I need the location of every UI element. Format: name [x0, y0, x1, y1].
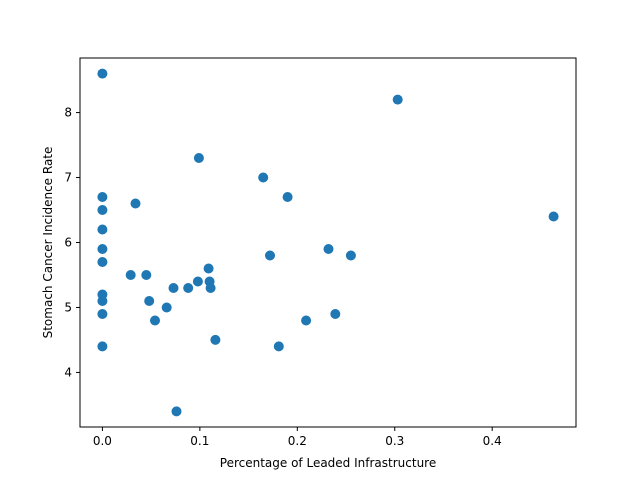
- data-point: [171, 406, 182, 417]
- data-point: [144, 296, 155, 306]
- data-point: [205, 283, 216, 293]
- x-axis-label: Percentage of Leaded Infrastructure: [220, 456, 436, 470]
- y-axis-label: Stomach Cancer Incidence Rate: [41, 147, 55, 339]
- data-point: [258, 172, 269, 183]
- x-tick-label: 0.2: [288, 434, 307, 448]
- y-tick-label: 8: [64, 106, 72, 120]
- data-point: [192, 276, 203, 287]
- x-tick-label: 0.4: [483, 434, 502, 448]
- data-point: [265, 250, 275, 261]
- data-point: [345, 250, 356, 261]
- data-point: [130, 198, 141, 209]
- data-point: [273, 341, 284, 352]
- data-point: [97, 341, 108, 352]
- data-point: [97, 68, 108, 79]
- y-tick-label: 4: [64, 365, 72, 379]
- data-point: [168, 283, 179, 293]
- x-tick-label: 0.0: [93, 434, 112, 448]
- data-point: [282, 192, 293, 202]
- data-point: [97, 296, 108, 306]
- data-point: [193, 153, 204, 163]
- y-tick-label: 6: [64, 236, 72, 250]
- data-point: [125, 270, 136, 280]
- data-point: [548, 211, 559, 222]
- data-point: [330, 309, 341, 319]
- data-point: [150, 315, 160, 326]
- data-point: [141, 270, 152, 280]
- data-point: [210, 334, 221, 345]
- x-tick-label: 0.1: [190, 434, 209, 448]
- data-point: [161, 302, 172, 313]
- data-point: [392, 94, 403, 105]
- data-point: [97, 192, 108, 202]
- data-point: [301, 315, 312, 326]
- data-point: [183, 283, 194, 293]
- data-point: [97, 257, 108, 267]
- data-point: [97, 309, 108, 319]
- x-axis-ticks: 0.0 0.1 0.2 0.3 0.4: [93, 427, 502, 448]
- y-tick-label: 7: [64, 171, 72, 185]
- data-point: [97, 224, 108, 235]
- y-tick-label: 5: [64, 300, 72, 314]
- data-point: [97, 205, 108, 215]
- data-points: [97, 68, 559, 417]
- y-axis-ticks: 4 5 6 7 8: [64, 106, 80, 379]
- x-tick-label: 0.3: [385, 434, 404, 448]
- data-point: [323, 244, 334, 254]
- data-point: [203, 263, 214, 274]
- data-point: [97, 244, 108, 254]
